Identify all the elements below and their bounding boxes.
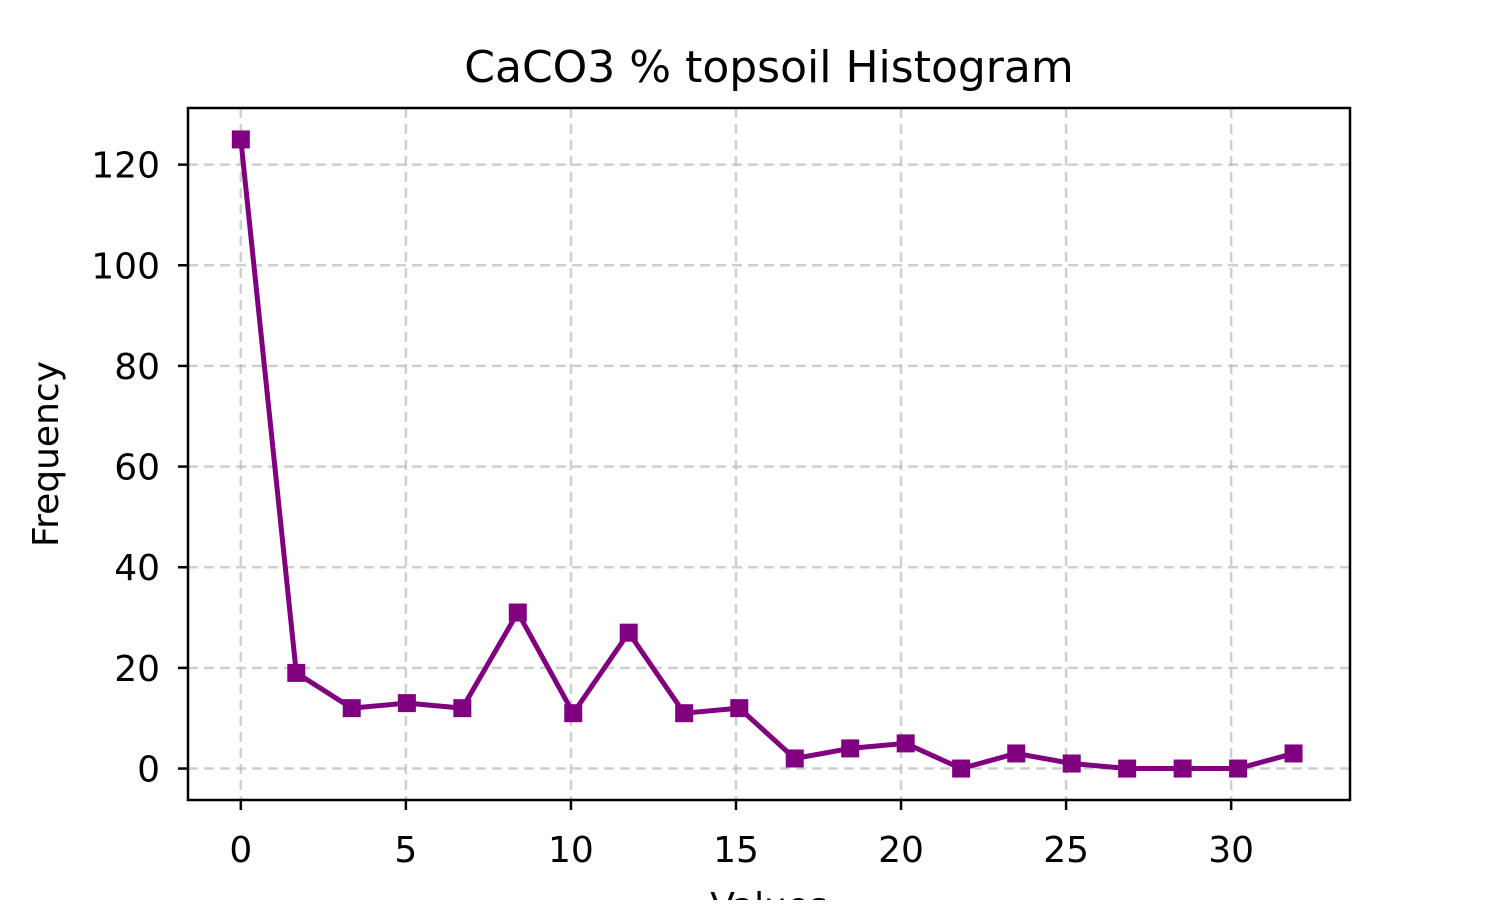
- x-tick-label-0: 0: [229, 830, 252, 871]
- data-point-8: [675, 704, 694, 723]
- x-tick-label-5: 5: [394, 830, 417, 871]
- y-axis-label: Frequency: [26, 361, 67, 547]
- y-tick-label-40: 40: [114, 548, 160, 589]
- y-tick-label-60: 60: [114, 448, 160, 489]
- data-point-1: [287, 663, 306, 682]
- y-tick-label-100: 100: [91, 246, 160, 287]
- data-point-6: [564, 704, 583, 723]
- data-point-4: [453, 699, 472, 718]
- plot-area-frame: [186, 106, 1352, 802]
- series-line: [238, 139, 1295, 772]
- data-point-5: [508, 603, 527, 622]
- data-point-13: [952, 759, 971, 778]
- y-tick-label-80: 80: [114, 347, 160, 388]
- data-point-19: [1284, 744, 1303, 763]
- data-point-9: [730, 699, 749, 718]
- data-point-17: [1173, 759, 1192, 778]
- data-point-15: [1062, 754, 1081, 773]
- series-layer: [231, 130, 1303, 778]
- chart-title: CaCO3 % topsoil Histogram: [464, 42, 1073, 93]
- x-tick-label-25: 25: [1043, 830, 1089, 871]
- data-point-0: [231, 130, 250, 149]
- data-point-18: [1229, 759, 1248, 778]
- x-tick-label-15: 15: [713, 830, 759, 871]
- data-point-14: [1007, 744, 1026, 763]
- x-tick-label-30: 30: [1208, 830, 1254, 871]
- y-tick-label-20: 20: [114, 649, 160, 690]
- grid: [188, 108, 1350, 800]
- data-point-11: [841, 739, 860, 758]
- axis-ticks: 0 5 10 15 20 25 30 0 20 40 60 80 100 120: [91, 146, 1254, 871]
- x-tick-label-10: 10: [548, 830, 594, 871]
- x-tick-label-20: 20: [878, 830, 924, 871]
- data-point-3: [397, 694, 416, 713]
- x-axis-label: Values: [710, 886, 828, 900]
- data-point-7: [619, 623, 638, 642]
- data-point-10: [785, 749, 804, 768]
- data-point-16: [1118, 759, 1137, 778]
- y-tick-label-0: 0: [137, 750, 160, 791]
- data-point-12: [896, 734, 915, 753]
- y-tick-label-120: 120: [91, 146, 160, 187]
- data-point-2: [342, 699, 361, 718]
